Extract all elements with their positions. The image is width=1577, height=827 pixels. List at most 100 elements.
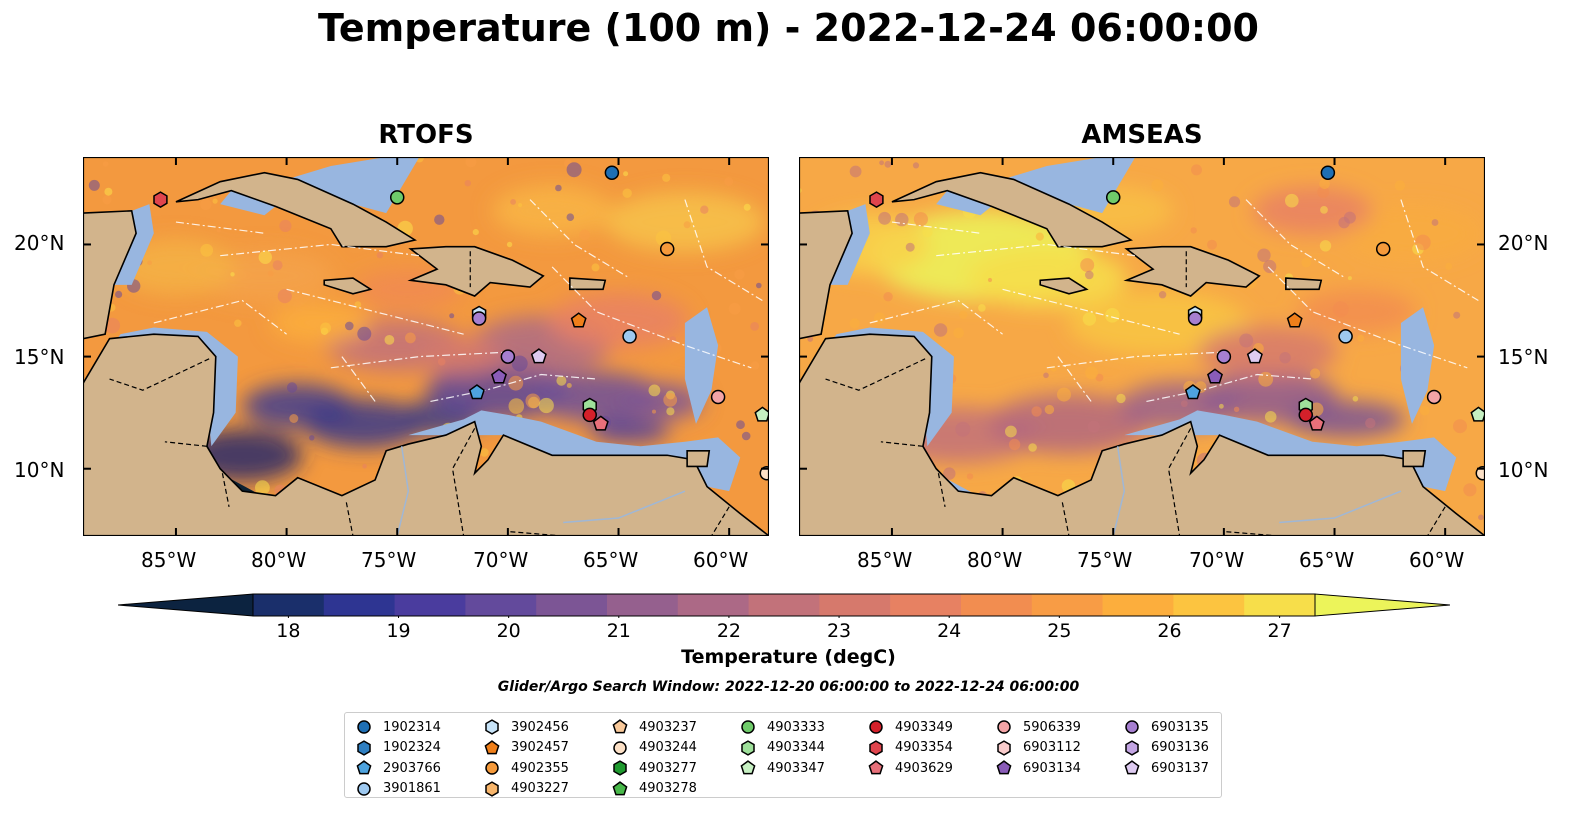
legend-item-4903344[interactable]: 4903344 [739,738,825,758]
float-marker-2903766[interactable] [1184,384,1201,400]
legend-marker[interactable] [485,719,499,735]
legend-marker[interactable] [484,739,500,754]
float-marker-4903244[interactable] [1475,465,1485,481]
legend-label: 5906339 [1023,719,1081,735]
legend-item-4903333[interactable]: 4903333 [739,717,825,737]
legend-marker[interactable] [740,760,756,775]
legend-item-4903354[interactable]: 4903354 [867,738,953,758]
float-marker-4903629[interactable] [1308,415,1325,431]
legend-marker[interactable] [997,739,1011,756]
legend-item-3902456[interactable]: 3902456 [483,717,569,737]
float-marker-4903333[interactable] [389,190,405,205]
legend-item-6903137[interactable]: 6903137 [1123,758,1209,778]
pentagon-marker-icon [356,760,372,775]
map-amseas[interactable] [799,157,1485,536]
legend-marker[interactable] [485,761,499,775]
legend-item-3902457[interactable]: 3902457 [483,738,569,758]
legend-marker[interactable] [357,739,371,756]
legend-item-5906339[interactable]: 5906339 [995,717,1081,737]
legend-item-4903244[interactable]: 4903244 [611,738,697,758]
legend-item-4903237[interactable]: 4903237 [611,717,697,737]
legend-item-1902324[interactable]: 1902324 [355,738,441,758]
float-marker-4903244[interactable] [759,465,769,481]
legend-marker[interactable] [613,740,627,755]
float-marker-4902355[interactable] [1375,241,1391,257]
float-marker-4903333[interactable] [1105,190,1121,205]
colorbar-label: Temperature (degC) [681,646,896,668]
colorbar-segment [253,594,325,616]
legend-marker[interactable] [741,720,755,734]
land-mass [686,449,711,468]
lon-label-75w-a: 75°W [361,548,417,572]
legend-marker[interactable] [356,760,372,775]
float-marker-4903349[interactable] [582,407,598,423]
legend-marker[interactable] [1124,760,1140,775]
legend-item-4903278[interactable]: 4903278 [611,779,697,799]
legend-marker[interactable] [869,739,883,756]
legend-marker[interactable] [613,760,627,776]
lon-label-85w-b: 85°W [857,548,913,572]
legend-marker[interactable] [996,760,1012,775]
legend-item-4902355[interactable]: 4902355 [483,758,569,778]
legend-marker[interactable] [1125,739,1139,756]
legend-item-6903136[interactable]: 6903136 [1123,738,1209,758]
legend-label: 4903629 [895,760,953,776]
float-marker-6903137[interactable] [530,348,547,364]
legend-item-2903766[interactable]: 2903766 [355,758,441,778]
legend-label: 4903278 [639,781,697,796]
lon-label-70w-b: 70°W [1189,548,1245,572]
float-marker-3902457[interactable] [1286,312,1303,328]
legend-marker[interactable] [869,720,883,734]
legend-marker[interactable] [485,780,499,797]
legend-item-1902314[interactable]: 1902314 [355,717,441,737]
float-marker-3901861[interactable] [1338,329,1353,344]
float-marker-6903135[interactable] [1187,311,1203,326]
land-mass [407,245,545,297]
map-rtofs[interactable] [83,157,769,536]
float-marker-3901861[interactable] [622,329,637,344]
float-marker-6903135[interactable] [500,349,516,364]
colorbar-max-extend [1314,593,1451,617]
legend-item-4903277[interactable]: 4903277 [611,758,697,778]
float-marker-6903135[interactable] [1216,349,1232,364]
float-marker-6903134[interactable] [1207,368,1223,384]
lon-label-85w-a: 85°W [141,548,197,572]
legend-item-4903629[interactable]: 4903629 [867,758,953,778]
legend-item-4903349[interactable]: 4903349 [867,717,953,737]
float-marker-6903137[interactable] [1246,348,1263,364]
float-marker-5906339[interactable] [1426,389,1442,405]
colorbar-tick-label: 24 [937,620,962,642]
legend-item-3901861[interactable]: 3901861 [355,779,441,799]
circle-marker-icon [485,761,499,775]
legend-label: 4903347 [767,760,825,776]
float-marker-1902314[interactable] [1320,165,1336,180]
legend-marker[interactable] [1125,720,1139,734]
legend-marker[interactable] [357,720,371,734]
float-marker-6903135[interactable] [471,311,487,326]
float-marker-4903629[interactable] [592,415,609,431]
float-marker-3902457[interactable] [570,312,587,328]
legend-marker[interactable] [997,720,1011,734]
float-marker-4902355[interactable] [659,241,675,257]
float-marker-4903354[interactable] [869,191,884,208]
legend-item-4903227[interactable]: 4903227 [483,779,569,799]
legend-marker[interactable] [612,719,628,734]
pentagon-marker-icon [484,739,500,754]
float-marker-1902314[interactable] [604,165,620,180]
float-marker-4903349[interactable] [1298,407,1314,423]
float-marker-4903354[interactable] [153,191,168,208]
legend-marker[interactable] [612,780,628,795]
legend-item-4903347[interactable]: 4903347 [739,758,825,778]
legend-label: 6903134 [1023,760,1081,776]
legend-marker[interactable] [741,739,755,756]
float-marker-5906339[interactable] [710,389,726,405]
legend-marker[interactable] [357,781,371,796]
legend-item-6903134[interactable]: 6903134 [995,758,1081,778]
legend-marker[interactable] [868,760,884,775]
float-marker-2903766[interactable] [468,384,485,400]
legend-label: 4903244 [639,740,697,755]
legend-item-6903112[interactable]: 6903112 [995,738,1081,758]
legend-item-6903135[interactable]: 6903135 [1123,717,1209,737]
float-marker-6903134[interactable] [491,368,507,384]
legend-label: 4903344 [767,740,825,755]
